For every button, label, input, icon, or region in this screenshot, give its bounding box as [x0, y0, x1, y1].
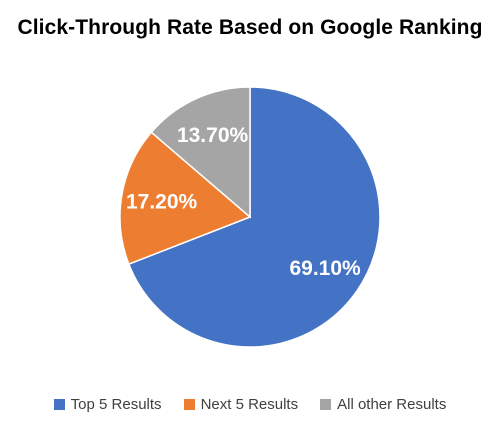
legend-label-next-5: Next 5 Results — [200, 396, 299, 413]
chart-title: Click-Through Rate Based on Google Ranki… — [17, 16, 483, 39]
legend-swatch-top-5 — [53, 399, 65, 410]
data-label-top-5: 69.10% — [289, 257, 361, 280]
pie-slice-next-5 — [119, 131, 252, 266]
legend-item-top-5: Top 5 Results — [53, 396, 162, 413]
chart-legend: Top 5 Results Next 5 Results All other R… — [0, 396, 500, 413]
legend-label-all-other: All other Results — [337, 396, 447, 413]
pie-slices — [119, 86, 381, 348]
legend-swatch-all-other — [320, 399, 332, 410]
legend-item-all-other: All other Results — [320, 396, 446, 413]
data-label-next-5: 17.20% — [126, 190, 198, 213]
pie-slice-top-5 — [127, 86, 381, 348]
data-label-all-other: 13.70% — [177, 124, 249, 147]
legend-item-next-5: Next 5 Results — [183, 396, 299, 413]
pie-slice-all-other — [150, 86, 251, 219]
pie-data-labels: 69.10% 17.20% 13.70% — [126, 124, 361, 280]
legend-label-top-5: Top 5 Results — [70, 396, 162, 413]
legend-swatch-next-5 — [183, 399, 195, 410]
